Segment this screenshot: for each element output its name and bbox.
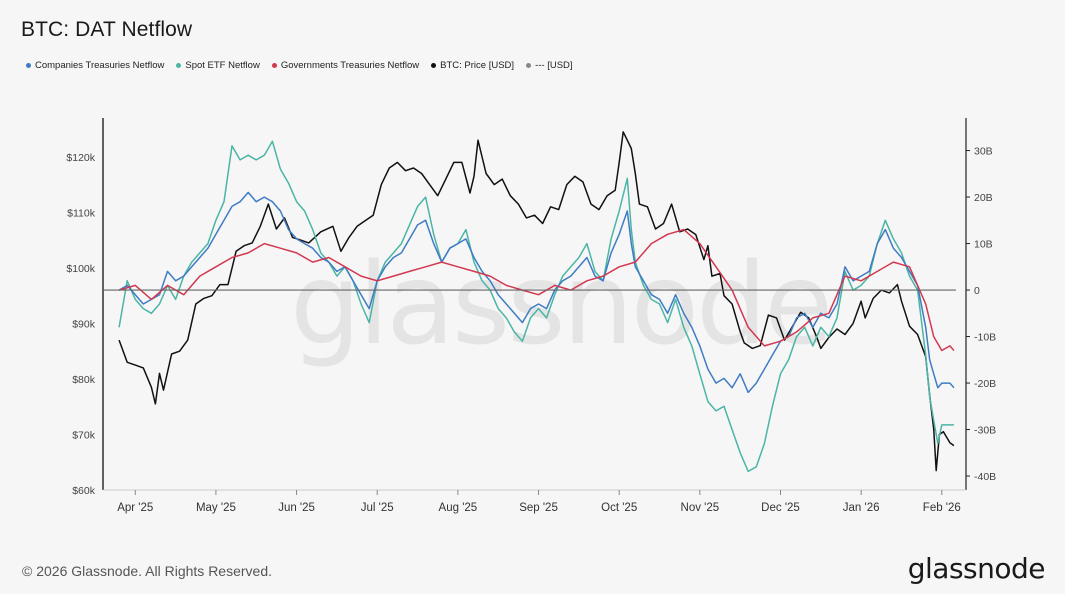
y-left-tick-label: $110k	[67, 207, 96, 219]
series-line-companies-treasuries-netflow	[118, 191, 955, 394]
y-right-tick-label: 0	[974, 285, 980, 297]
legend-label: Governments Treasuries Netflow	[280, 60, 420, 71]
series-line-spot-etf-netflow	[118, 140, 954, 473]
x-tick-label: May '25	[196, 502, 236, 514]
legend-item-btc-price[interactable]: BTC: Price [USD]	[431, 60, 514, 71]
x-tick-label: Feb '26	[923, 502, 961, 514]
x-tick-label: Aug '25	[439, 502, 478, 514]
x-tick-label: Jul '25	[361, 502, 394, 514]
y-left-tick-label: $80k	[72, 374, 96, 386]
x-tick-label: Dec '25	[761, 502, 800, 514]
chart-title: BTC: DAT Netflow	[21, 18, 193, 41]
y-left-tick-label: $60k	[72, 485, 96, 497]
legend-item-spot-etf[interactable]: Spot ETF Netflow	[176, 60, 260, 71]
series-line-btc-price-usd	[118, 131, 955, 472]
legend-label: BTC: Price [USD]	[440, 60, 515, 71]
legend-dot-icon	[271, 63, 277, 68]
legend-dot-icon	[26, 63, 31, 68]
x-tick-label: Sep '25	[519, 502, 558, 514]
y-right-tick-label: -10B	[974, 332, 996, 344]
legend-dot-icon	[431, 63, 437, 68]
legend-label: Companies Treasuries Netflow	[35, 60, 165, 71]
legend-label: --- [USD]	[535, 60, 573, 71]
legend-item-usd[interactable]: --- [USD]	[526, 60, 573, 71]
y-right-tick-label: 10B	[974, 239, 993, 251]
x-tick-label: Apr '25	[117, 502, 153, 514]
copyright-footer: © 2026 Glassnode. All Rights Reserved.	[22, 563, 273, 579]
legend-item-governments[interactable]: Governments Treasuries Netflow	[271, 60, 420, 71]
y-left-tick-label: $120k	[66, 152, 95, 164]
y-right-tick-label: 30B	[974, 146, 993, 158]
y-left-tick-label: $70k	[72, 429, 96, 441]
y-left-tick-label: $100k	[66, 263, 95, 275]
brand-logo: glassnode	[907, 552, 1046, 585]
x-tick-label: Oct '25	[601, 502, 637, 514]
y-right-tick-label: -30B	[974, 425, 996, 437]
y-right-tick-label: -20B	[974, 378, 996, 390]
y-right-tick-label: 20B	[974, 192, 993, 204]
x-tick-label: Jan '26	[843, 502, 880, 514]
legend-dot-icon	[526, 63, 532, 68]
x-tick-label: Nov '25	[681, 502, 720, 514]
y-right-tick-label: -40B	[974, 471, 996, 483]
legend-label: Spot ETF Netflow	[185, 60, 260, 71]
x-tick-label: Jun '25	[278, 502, 315, 514]
series-line-governments-treasuries-netflow	[118, 228, 955, 352]
legend-dot-icon	[176, 63, 182, 68]
chart-legend: Companies Treasuries Netflow Spot ETF Ne…	[26, 60, 585, 71]
y-left-tick-label: $90k	[72, 318, 96, 330]
legend-item-companies[interactable]: Companies Treasuries Netflow	[26, 60, 164, 71]
